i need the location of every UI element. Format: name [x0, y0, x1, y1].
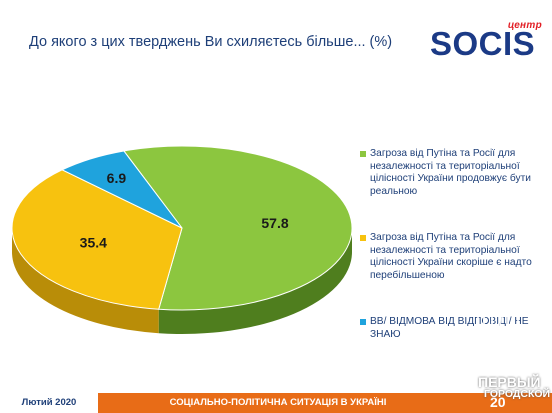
footer-date: Лютий 2020 — [0, 393, 98, 413]
data-label: 6.9 — [107, 170, 127, 186]
legend-item-real: Загроза від Путіна та Росії для незалежн… — [360, 148, 540, 198]
pie-labels: 57.8 35.4 6.9 — [80, 170, 289, 250]
data-label: 35.4 — [80, 234, 107, 250]
legend-swatch-blue — [360, 319, 366, 325]
chart-title: До якого з цих тверджень Ви схиляєтесь б… — [29, 34, 393, 50]
watermark-line1: ПЕРВЫЙ — [478, 374, 541, 390]
socis-logo: центр SOCIS — [430, 10, 550, 62]
legend-swatch-yellow — [360, 235, 366, 241]
legend-item-dont-know: ВВ/ ВІДМОВА ВІД ВІДПОВІДІ/ НЕ ЗНАЮ — [360, 316, 540, 341]
legend-label: Загроза від Путіна та Росії для незалежн… — [370, 148, 531, 197]
pie-tops — [11, 145, 353, 311]
logo-word: SOCIS — [430, 25, 536, 62]
slice-real-side — [158, 228, 352, 334]
footer-subtitle: СОЦІАЛЬНО-ПОЛІТИЧНА СИТУАЦІЯ В УКРАЇНІ — [169, 397, 387, 408]
watermark-building-icon — [477, 285, 519, 367]
slice-dont-know — [61, 150, 183, 229]
legend-label: ВВ/ ВІДМОВА ВІД ВІДПОВІДІ/ НЕ ЗНАЮ — [370, 316, 529, 340]
legend-swatch-green — [360, 151, 366, 157]
pie-sides — [12, 228, 352, 334]
data-label: 57.8 — [261, 215, 288, 231]
logo-small-text: центр — [507, 20, 542, 31]
slice-real — [122, 145, 353, 311]
watermark-line2: ГОРОДСКОЙ — [484, 388, 551, 400]
legend-label: Загроза від Путіна та Росії для незалежн… — [370, 232, 532, 281]
footer-bar: Лютий 2020 СОЦІАЛЬНО-ПОЛІТИЧНА СИТУАЦІЯ … — [0, 393, 552, 413]
watermark-logo: ПЕРВЫЙ ГОРОДСКОЙ — [472, 282, 550, 402]
legend-item-exaggerated: Загроза від Путіна та Росії для незалежн… — [360, 232, 540, 282]
page-number: 20 — [490, 394, 506, 410]
slice-exaggerated — [11, 169, 183, 310]
slice-exaggerated-side — [12, 228, 159, 334]
